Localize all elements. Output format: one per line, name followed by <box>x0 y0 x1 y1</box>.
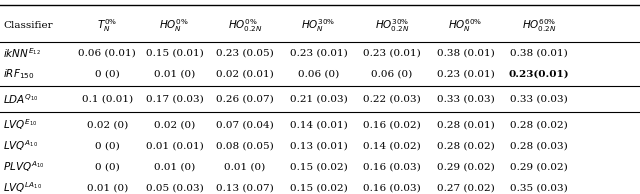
Text: 0.28 (0.02): 0.28 (0.02) <box>510 120 568 129</box>
Text: 0.23 (0.01): 0.23 (0.01) <box>436 70 495 79</box>
Text: $HO_{0.2N}^{30\%}$: $HO_{0.2N}^{30\%}$ <box>375 17 409 34</box>
Text: 0.06 (0.01): 0.06 (0.01) <box>78 49 136 58</box>
Text: $LVQ^{A_{10}}$: $LVQ^{A_{10}}$ <box>3 139 38 153</box>
Text: 0.16 (0.03): 0.16 (0.03) <box>363 162 421 171</box>
Text: 0.23(0.01): 0.23(0.01) <box>509 70 570 79</box>
Text: 0.01 (0): 0.01 (0) <box>154 162 195 171</box>
Text: 0.21 (0.03): 0.21 (0.03) <box>289 95 348 104</box>
Text: 0.01 (0): 0.01 (0) <box>154 70 195 79</box>
Text: 0.01 (0): 0.01 (0) <box>224 162 266 171</box>
Text: 0.13 (0.07): 0.13 (0.07) <box>216 183 274 192</box>
Text: $ikNN^{E_{12}}$: $ikNN^{E_{12}}$ <box>3 46 41 60</box>
Text: 0.33 (0.03): 0.33 (0.03) <box>436 95 495 104</box>
Text: 0.05 (0.03): 0.05 (0.03) <box>145 183 204 192</box>
Text: 0.28 (0.02): 0.28 (0.02) <box>436 141 495 150</box>
Text: $HO_N^{60\%}$: $HO_N^{60\%}$ <box>449 17 483 34</box>
Text: 0.02 (0): 0.02 (0) <box>86 120 128 129</box>
Text: $LDA^{Q_{10}}$: $LDA^{Q_{10}}$ <box>3 93 39 106</box>
Text: 0.38 (0.01): 0.38 (0.01) <box>436 49 495 58</box>
Text: $T_N^{0\%}$: $T_N^{0\%}$ <box>97 17 117 34</box>
Text: 0.28 (0.03): 0.28 (0.03) <box>510 141 568 150</box>
Text: $HO_N^{30\%}$: $HO_N^{30\%}$ <box>301 17 335 34</box>
Text: 0.23 (0.05): 0.23 (0.05) <box>216 49 274 58</box>
Text: 0.29 (0.02): 0.29 (0.02) <box>510 162 568 171</box>
Text: 0.17 (0.03): 0.17 (0.03) <box>145 95 204 104</box>
Text: 0.15 (0.02): 0.15 (0.02) <box>289 183 348 192</box>
Text: 0.14 (0.01): 0.14 (0.01) <box>289 120 348 129</box>
Text: 0.33 (0.03): 0.33 (0.03) <box>510 95 568 104</box>
Text: 0.01 (0.01): 0.01 (0.01) <box>145 141 204 150</box>
Text: 0.16 (0.02): 0.16 (0.02) <box>363 120 421 129</box>
Text: $HO_{0.2N}^{60\%}$: $HO_{0.2N}^{60\%}$ <box>522 17 556 34</box>
Text: 0.14 (0.02): 0.14 (0.02) <box>363 141 421 150</box>
Text: 0.1 (0.01): 0.1 (0.01) <box>82 95 132 104</box>
Text: 0.16 (0.03): 0.16 (0.03) <box>363 183 421 192</box>
Text: 0.15 (0.02): 0.15 (0.02) <box>289 162 348 171</box>
Text: 0.23 (0.01): 0.23 (0.01) <box>363 49 421 58</box>
Text: $HO_{0.2N}^{0\%}$: $HO_{0.2N}^{0\%}$ <box>228 17 262 34</box>
Text: 0.27 (0.02): 0.27 (0.02) <box>436 183 495 192</box>
Text: 0.23 (0.01): 0.23 (0.01) <box>289 49 348 58</box>
Text: $iRF_{150}$: $iRF_{150}$ <box>3 67 35 81</box>
Text: 0.02 (0): 0.02 (0) <box>154 120 195 129</box>
Text: $LVQ^{E_{10}}$: $LVQ^{E_{10}}$ <box>3 118 38 132</box>
Text: 0.26 (0.07): 0.26 (0.07) <box>216 95 274 104</box>
Text: 0.29 (0.02): 0.29 (0.02) <box>436 162 495 171</box>
Text: $LVQ^{LA_{10}}$: $LVQ^{LA_{10}}$ <box>3 180 42 194</box>
Text: 0.08 (0.05): 0.08 (0.05) <box>216 141 274 150</box>
Text: 0.02 (0.01): 0.02 (0.01) <box>216 70 274 79</box>
Text: 0.28 (0.01): 0.28 (0.01) <box>436 120 495 129</box>
Text: 0.01 (0): 0.01 (0) <box>86 183 128 192</box>
Text: 0.22 (0.03): 0.22 (0.03) <box>363 95 421 104</box>
Text: 0.15 (0.01): 0.15 (0.01) <box>145 49 204 58</box>
Text: 0 (0): 0 (0) <box>95 141 120 150</box>
Text: 0.35 (0.03): 0.35 (0.03) <box>510 183 568 192</box>
Text: 0 (0): 0 (0) <box>95 162 120 171</box>
Text: 0.06 (0): 0.06 (0) <box>371 70 413 79</box>
Text: 0 (0): 0 (0) <box>95 70 120 79</box>
Text: 0.13 (0.01): 0.13 (0.01) <box>289 141 348 150</box>
Text: Classifier: Classifier <box>3 21 53 30</box>
Text: 0.07 (0.04): 0.07 (0.04) <box>216 120 274 129</box>
Text: 0.38 (0.01): 0.38 (0.01) <box>510 49 568 58</box>
Text: $HO_N^{0\%}$: $HO_N^{0\%}$ <box>159 17 189 34</box>
Text: 0.06 (0): 0.06 (0) <box>298 70 339 79</box>
Text: $PLVQ^{A_{10}}$: $PLVQ^{A_{10}}$ <box>3 159 44 174</box>
